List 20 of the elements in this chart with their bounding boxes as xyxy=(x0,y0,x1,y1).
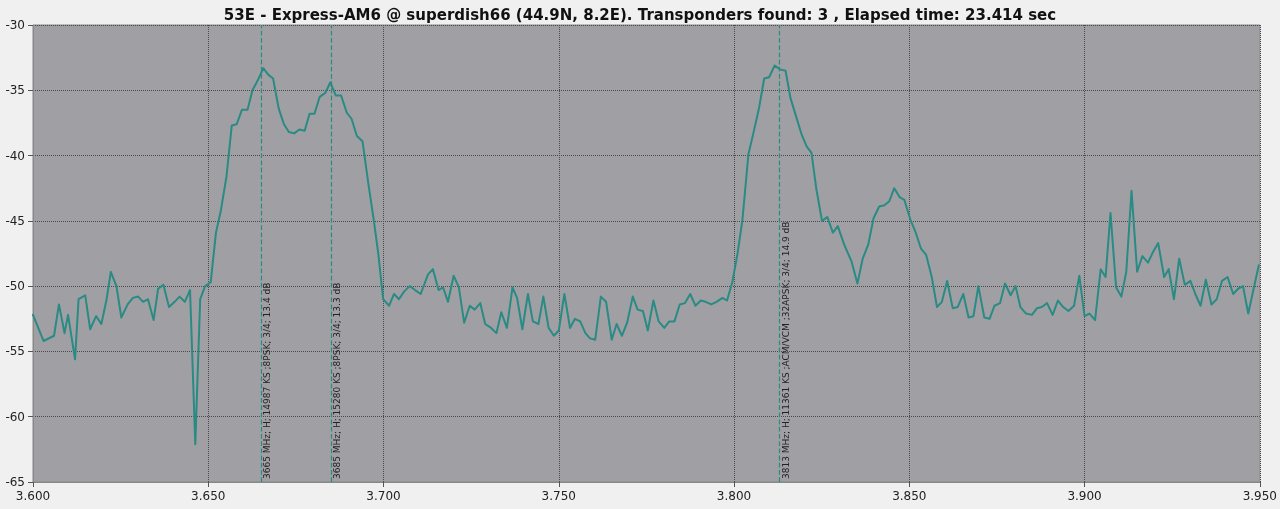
y-tick-label: -55 xyxy=(5,344,25,359)
y-tick-label: -40 xyxy=(5,148,25,163)
x-tick-label: 3.900 xyxy=(1067,489,1102,503)
y-tick-label: -45 xyxy=(5,213,25,228)
x-tick-label: 3.700 xyxy=(366,489,401,503)
y-tick-label: -30 xyxy=(5,18,25,32)
y-tick-label: -35 xyxy=(5,83,25,98)
x-tick-label: 3.800 xyxy=(716,489,752,503)
y-tick-label: -60 xyxy=(5,409,25,424)
x-tick-label: 3.750 xyxy=(541,489,576,503)
y-tick-label: -65 xyxy=(5,475,25,489)
x-tick-label: 3.950 xyxy=(1242,489,1277,503)
x-tick-label: 3.600 xyxy=(15,489,51,503)
ref-line-label: 3665 MHz; H; 14987 KS ;8PSK; 3/4; 13.4 dB xyxy=(262,282,273,479)
ref-line-label: 3813 MHz; H; 11361 KS ;ACM/VCM ;32APSK; 3/4; 14.9 dB xyxy=(781,221,792,479)
x-tick-label: 3.650 xyxy=(191,489,226,503)
x-tick-label: 3.850 xyxy=(892,489,927,503)
chart-title: 53E - Express-AM6 @ superdish66 (44.9N, 8.2E). Transponders found: 3 , Elapsed time: 23.414 sec xyxy=(223,5,1057,24)
y-tick-label: -50 xyxy=(5,279,25,294)
ref-line-label: 3685 MHz; H; 15280 KS ;8PSK; 3/4; 13.3 dB xyxy=(332,282,343,479)
